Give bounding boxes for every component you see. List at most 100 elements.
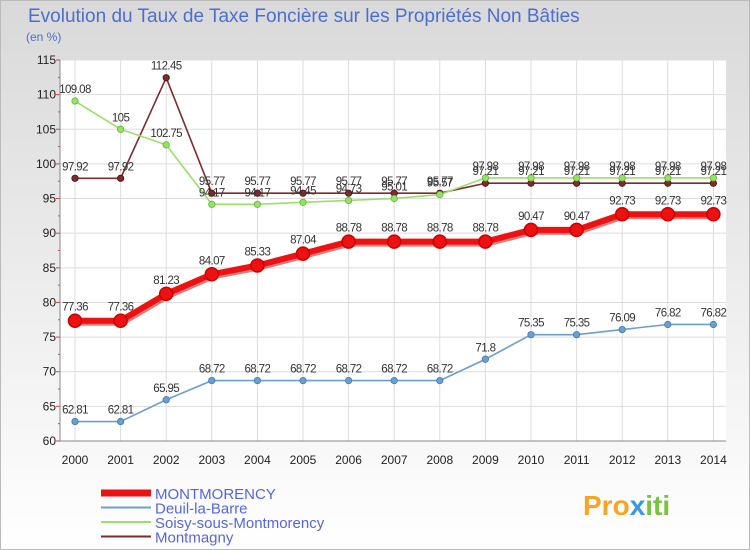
logo-text-iti: iti xyxy=(645,490,670,521)
data-point xyxy=(709,174,718,182)
data-point xyxy=(569,222,584,238)
data-point xyxy=(664,320,672,329)
data-point xyxy=(572,331,581,339)
data-point xyxy=(572,174,581,182)
data-label: 68.72 xyxy=(427,364,453,376)
data-label: 84.07 xyxy=(199,255,225,267)
data-label: 95.77 xyxy=(199,176,225,188)
data-point xyxy=(344,376,353,385)
data-point xyxy=(432,234,448,249)
data-label: 105 xyxy=(112,112,130,124)
y-tick-label: 65 xyxy=(43,399,57,413)
series-soisy-sous-montmorency xyxy=(71,97,718,208)
series-deuil-la-barre xyxy=(71,320,718,426)
data-point xyxy=(436,190,444,199)
data-label: 90.47 xyxy=(518,211,544,223)
data-point xyxy=(208,200,216,208)
data-label: 102.75 xyxy=(150,128,182,140)
data-label: 97.21 xyxy=(701,166,727,178)
data-label: 85.33 xyxy=(245,247,271,259)
data-point xyxy=(481,174,489,182)
chart-title: Evolution du Taux de Taxe Foncière sur l… xyxy=(28,6,580,27)
legend-label: Deuil-la-Barre xyxy=(155,501,248,518)
x-tick-label: 2004 xyxy=(244,453,271,467)
data-point xyxy=(523,222,539,238)
data-point xyxy=(208,189,216,197)
y-tick-label: 60 xyxy=(43,434,57,448)
data-label: 68.72 xyxy=(381,364,407,376)
x-tick-label: 2005 xyxy=(290,453,317,467)
x-tick-label: 2000 xyxy=(62,453,89,467)
x-tick-label: 2013 xyxy=(654,453,681,467)
legend-item: Montmagny xyxy=(101,530,234,547)
data-label: 95.77 xyxy=(381,176,407,188)
x-tick-label: 2007 xyxy=(381,453,408,467)
data-point xyxy=(253,189,261,197)
data-point xyxy=(481,355,489,363)
axes: 60 65 70 75 80 85 90 95 100 105 110 115 2000 2001 2002… xyxy=(36,53,727,467)
data-point xyxy=(208,376,216,385)
data-label: 75.35 xyxy=(564,318,590,330)
gridlines xyxy=(60,59,726,442)
data-label: 87.04 xyxy=(290,235,317,247)
data-label: 94.17 xyxy=(199,187,225,199)
data-labels: 77.36 77.36 81.23 84.07 85.33 87.04 88.78 88.78… xyxy=(59,61,727,417)
y-tick-label: 110 xyxy=(37,88,56,102)
legend-item: MONTMORENCY xyxy=(101,486,276,503)
data-label: 97.21 xyxy=(609,166,635,178)
data-label: 77.36 xyxy=(108,302,134,314)
y-tick-label: 95 xyxy=(43,192,57,206)
data-point xyxy=(67,313,83,328)
data-point xyxy=(117,174,125,182)
data-label: 94.45 xyxy=(290,185,316,197)
logo-text-pro: Pro xyxy=(583,490,630,521)
y-tick-label: 90 xyxy=(43,226,57,240)
data-label: 92.73 xyxy=(701,195,727,207)
logo-text-x: x xyxy=(630,490,646,521)
series-layer xyxy=(67,74,721,426)
data-label: 76.09 xyxy=(609,313,635,325)
data-point xyxy=(162,396,170,404)
data-label: 76.82 xyxy=(655,307,681,319)
data-label: 94.17 xyxy=(245,187,271,199)
x-tick-label: 2008 xyxy=(426,453,453,467)
data-label: 97.98 xyxy=(701,161,727,173)
y-tick-label: 70 xyxy=(43,365,57,379)
data-label: 77.36 xyxy=(62,302,88,314)
y-tick-label: 75 xyxy=(43,330,57,344)
svg-text:Proxiti: Proxiti xyxy=(583,490,670,521)
legend-item: Deuil-la-Barre xyxy=(101,501,248,518)
data-point xyxy=(527,174,535,182)
data-point xyxy=(162,141,170,149)
y-tick-label: 115 xyxy=(37,53,56,67)
series-montmorency xyxy=(67,207,721,328)
data-point xyxy=(341,234,356,249)
x-tick-label: 2006 xyxy=(335,453,362,467)
data-label: 71.8 xyxy=(475,342,495,354)
data-point xyxy=(614,207,630,222)
data-label: 65.95 xyxy=(153,383,179,395)
data-label: 112.45 xyxy=(151,61,182,73)
data-point xyxy=(390,376,398,385)
legend-label: MONTMORENCY xyxy=(155,486,276,503)
data-point xyxy=(436,376,444,385)
data-label: 92.73 xyxy=(609,195,635,207)
data-point xyxy=(390,194,398,203)
data-point xyxy=(299,198,307,206)
data-label: 92.73 xyxy=(655,195,681,207)
legend-label: Soisy-sous-Montmorency xyxy=(155,515,325,532)
y-tick-label: 100 xyxy=(36,157,56,171)
data-label: 88.78 xyxy=(473,223,499,235)
data-label: 97.98 xyxy=(609,161,635,173)
y-tick-label: 80 xyxy=(43,295,57,309)
data-label: 97.21 xyxy=(473,166,499,178)
data-point xyxy=(253,200,261,208)
data-point xyxy=(295,246,311,261)
y-tick-label: 85 xyxy=(43,261,57,275)
data-label: 62.81 xyxy=(62,405,88,417)
data-point xyxy=(706,207,721,222)
data-point xyxy=(660,207,676,222)
legend: MONTMORENCYDeuil-la-BarreSoisy-sous-Mont… xyxy=(101,486,325,547)
data-label: 109.08 xyxy=(59,84,91,96)
